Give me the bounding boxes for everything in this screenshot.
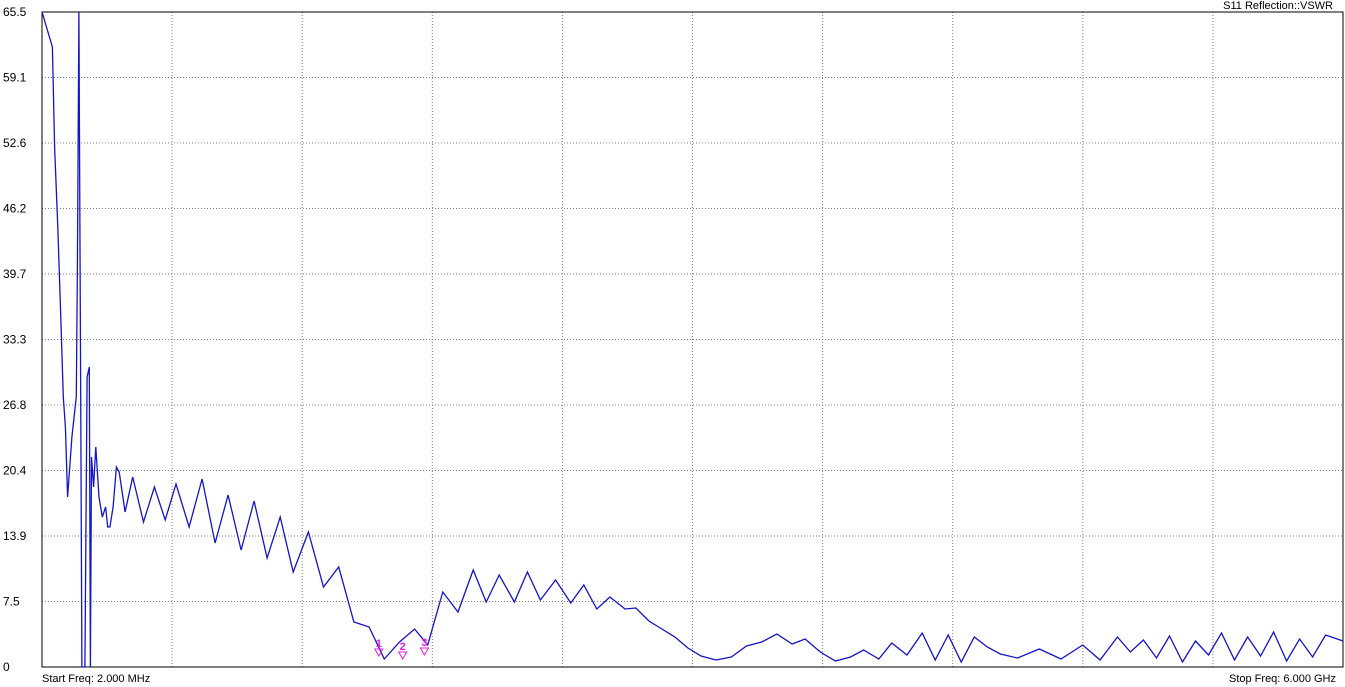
markers: 1 2 3 (373, 637, 430, 661)
y-tick-label: 65.5 (3, 5, 27, 19)
y-tick-label: 7.5 (3, 595, 20, 609)
y-tick-label: 20.4 (3, 464, 27, 478)
y-tick-label: 52.6 (3, 136, 27, 150)
marker-1-label: 1 (376, 638, 382, 650)
vswr-trace (41, 11, 1344, 668)
marker-2-label: 2 (400, 641, 406, 653)
stop-freq-label: Stop Freq: 6.000 GHz (1229, 673, 1336, 685)
y-tick-label: 13.9 (3, 529, 27, 543)
y-tick-label: 39.7 (3, 267, 27, 281)
y-tick-label: 26.8 (3, 398, 27, 412)
chart-title: S11 Reflection::VSWR (1223, 0, 1333, 12)
marker-3-label: 3 (421, 637, 427, 649)
grid (42, 12, 1343, 667)
start-freq-label: Start Freq: 2.000 MHz (42, 673, 150, 685)
marker-3-triangle (419, 647, 430, 657)
y-tick-label: 59.1 (3, 71, 27, 85)
marker-2-triangle (397, 651, 408, 661)
y-tick-label: 0 (3, 660, 10, 674)
y-tick-label: 46.2 (3, 202, 27, 216)
y-axis-ticks: 65.5 59.1 52.6 46.2 39.7 33.3 26.8 20.4 13.9 7.5 0 (3, 5, 27, 674)
y-tick-label: 33.3 (3, 333, 27, 347)
marker-1-triangle (373, 648, 384, 658)
plot-frame (41, 11, 1344, 668)
